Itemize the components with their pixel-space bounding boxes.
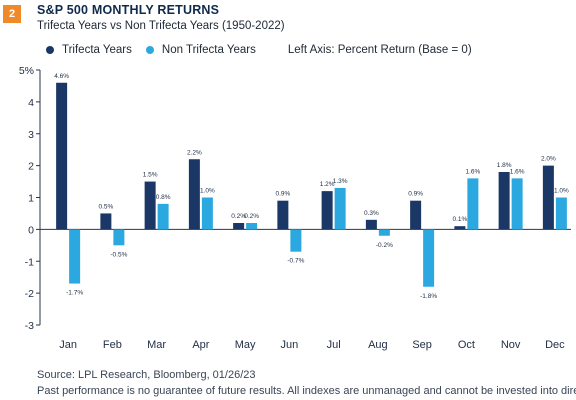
x-tick-label: Jul — [327, 339, 341, 351]
x-tick-label: Oct — [458, 339, 475, 351]
data-label-trifecta: 1.2% — [320, 181, 335, 188]
data-label-non-trifecta: 1.6% — [510, 168, 525, 175]
y-tick-label: 4 — [28, 97, 34, 109]
data-label-non-trifecta: -0.7% — [287, 258, 304, 265]
data-label-trifecta: 2.2% — [187, 149, 202, 156]
bar-non-trifecta — [467, 178, 479, 230]
bar-non-trifecta — [511, 178, 523, 230]
legend-label-trifecta: Trifecta Years — [62, 44, 132, 56]
bar-non-trifecta — [334, 187, 346, 230]
data-label-non-trifecta: 1.0% — [554, 188, 569, 195]
bar-trifecta — [321, 191, 333, 230]
bar-non-trifecta — [555, 197, 567, 230]
bar-trifecta — [56, 82, 68, 230]
data-label-non-trifecta: 1.0% — [200, 188, 215, 195]
y-tick-label: -2 — [25, 288, 34, 300]
bar-non-trifecta — [246, 223, 258, 230]
bar-non-trifecta — [69, 229, 81, 284]
legend-swatch-trifecta — [46, 46, 54, 54]
data-label-trifecta: 0.1% — [452, 216, 467, 223]
data-label-non-trifecta: -1.7% — [66, 290, 83, 297]
data-label-trifecta: 1.5% — [143, 172, 158, 179]
bar-trifecta — [144, 181, 156, 230]
disclaimer-note: Past performance is no guarantee of futu… — [37, 385, 576, 397]
data-label-non-trifecta: 0.2% — [244, 213, 259, 220]
x-tick-label: Jun — [281, 339, 299, 351]
bar-trifecta — [365, 219, 377, 230]
legend-swatch-non-trifecta — [145, 46, 154, 54]
data-label-non-trifecta: -0.2% — [376, 242, 393, 249]
bar-trifecta — [277, 200, 289, 230]
legend-item-trifecta: Trifecta Years — [46, 44, 132, 56]
bar-trifecta — [498, 172, 510, 230]
figure-number-badge: 2 — [3, 5, 21, 23]
y-tick-label: 5% — [19, 65, 34, 77]
data-label-non-trifecta: -1.8% — [420, 293, 437, 300]
data-label-trifecta: 0.5% — [98, 203, 113, 210]
x-tick-label: Feb — [103, 339, 122, 351]
bar-non-trifecta — [113, 229, 125, 246]
data-label-non-trifecta: 1.6% — [465, 168, 480, 175]
bar-non-trifecta — [290, 229, 302, 252]
data-label-trifecta: 2.0% — [541, 156, 556, 163]
bar-non-trifecta — [157, 203, 169, 230]
chart-legend: Trifecta Years Non Trifecta Years Left A… — [46, 44, 472, 56]
bar-non-trifecta — [201, 197, 213, 230]
x-tick-label: Sep — [412, 339, 432, 351]
legend-item-non-trifecta: Non Trifecta Years — [145, 44, 256, 56]
data-label-non-trifecta: 0.8% — [156, 194, 171, 201]
y-tick-label: -3 — [25, 320, 34, 332]
data-label-trifecta: 0.9% — [408, 191, 423, 198]
bar-non-trifecta — [423, 229, 435, 287]
bar-non-trifecta — [378, 229, 390, 236]
y-tick-label: -1 — [25, 256, 34, 268]
axis-note: Left Axis: Percent Return (Base = 0) — [287, 44, 472, 56]
x-tick-label: Dec — [545, 339, 565, 351]
source-note: Source: LPL Research, Bloomberg, 01/26/2… — [37, 369, 256, 381]
bar-trifecta — [410, 200, 422, 230]
x-tick-label: Aug — [368, 339, 388, 351]
data-label-trifecta: 4.6% — [54, 73, 69, 80]
data-label-non-trifecta: -0.5% — [110, 251, 127, 258]
y-tick-label: 1 — [28, 193, 34, 205]
y-tick-label: 3 — [28, 129, 34, 141]
bar-trifecta — [542, 165, 554, 230]
data-label-non-trifecta: 1.3% — [333, 178, 348, 185]
bar-trifecta — [233, 223, 245, 230]
x-tick-label: May — [235, 339, 256, 351]
x-tick-label: Jan — [59, 339, 77, 351]
data-label-trifecta: 0.3% — [364, 210, 379, 217]
y-tick-label: 0 — [28, 224, 34, 236]
x-tick-label: Apr — [192, 339, 209, 351]
y-tick-label: 2 — [28, 161, 34, 173]
bar-trifecta — [454, 226, 466, 230]
data-label-trifecta: 1.8% — [497, 162, 512, 169]
x-tick-label: Nov — [501, 339, 521, 351]
chart-title: S&P 500 MONTHLY RETURNS — [37, 3, 220, 17]
chart-subtitle: Trifecta Years vs Non Trifecta Years (19… — [37, 20, 285, 32]
bar-trifecta — [188, 159, 200, 230]
bar-trifecta — [100, 213, 112, 230]
data-label-trifecta: 0.2% — [231, 213, 246, 220]
x-tick-label: Mar — [147, 339, 166, 351]
data-label-trifecta: 0.9% — [275, 191, 290, 198]
legend-label-non-trifecta: Non Trifecta Years — [161, 44, 256, 56]
